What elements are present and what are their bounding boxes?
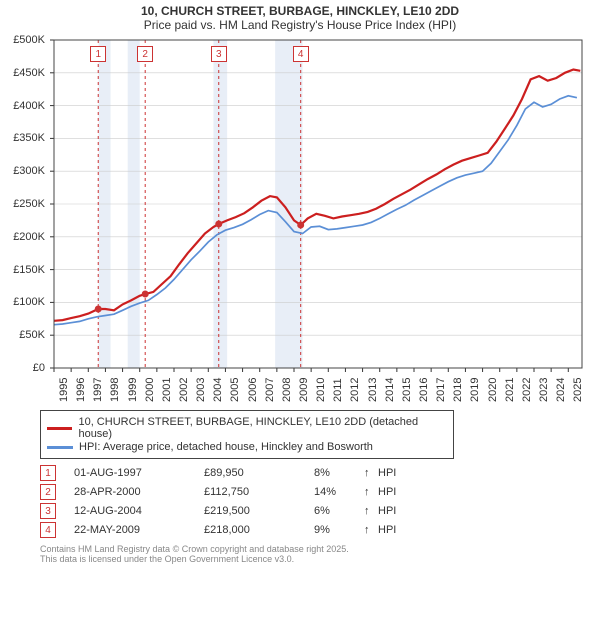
transaction-marker: 2 bbox=[40, 484, 56, 500]
footer-attribution: Contains HM Land Registry data © Crown c… bbox=[40, 544, 588, 564]
x-tick-label: 2018 bbox=[452, 378, 464, 402]
transaction-row: 1 01-AUG-1997£89,9508%↑HPI bbox=[40, 465, 588, 481]
transaction-note: HPI bbox=[378, 486, 408, 498]
x-tick-label: 2014 bbox=[384, 378, 396, 402]
chart-marker-label: 1 bbox=[90, 46, 106, 62]
transaction-date: 28-APR-2000 bbox=[74, 486, 204, 498]
x-tick-label: 1998 bbox=[109, 378, 121, 402]
x-tick-label: 2024 bbox=[555, 378, 567, 402]
y-tick-label: £500K bbox=[13, 34, 45, 46]
transaction-pct: 6% bbox=[314, 505, 364, 517]
transaction-pct: 9% bbox=[314, 524, 364, 536]
transaction-price: £112,750 bbox=[204, 486, 314, 498]
y-tick-label: £450K bbox=[13, 67, 45, 79]
x-tick-label: 2006 bbox=[247, 378, 259, 402]
x-tick-label: 2013 bbox=[367, 378, 379, 402]
arrow-up-icon: ↑ bbox=[364, 486, 378, 498]
x-tick-label: 2004 bbox=[212, 378, 224, 402]
transaction-price: £89,950 bbox=[204, 467, 314, 479]
title-line1: 10, CHURCH STREET, BURBAGE, HINCKLEY, LE… bbox=[0, 4, 600, 18]
arrow-up-icon: ↑ bbox=[364, 505, 378, 517]
y-tick-label: £150K bbox=[13, 264, 45, 276]
x-tick-label: 2023 bbox=[538, 378, 550, 402]
x-tick-label: 1997 bbox=[92, 378, 104, 402]
transaction-price: £218,000 bbox=[204, 524, 314, 536]
x-tick-label: 2007 bbox=[264, 378, 276, 402]
transaction-row: 3 12-AUG-2004£219,5006%↑HPI bbox=[40, 503, 588, 519]
x-tick-label: 2021 bbox=[504, 378, 516, 402]
legend-label: HPI: Average price, detached house, Hinc… bbox=[79, 441, 373, 453]
transaction-marker: 1 bbox=[40, 465, 56, 481]
x-tick-label: 2022 bbox=[521, 378, 533, 402]
footer-line2: This data is licensed under the Open Gov… bbox=[40, 554, 588, 564]
transaction-note: HPI bbox=[378, 467, 408, 479]
legend-swatch bbox=[47, 427, 72, 430]
x-tick-label: 2025 bbox=[572, 378, 584, 402]
x-tick-label: 2020 bbox=[487, 378, 499, 402]
transaction-date: 22-MAY-2009 bbox=[74, 524, 204, 536]
x-tick-label: 2010 bbox=[315, 378, 327, 402]
legend: 10, CHURCH STREET, BURBAGE, HINCKLEY, LE… bbox=[40, 410, 454, 459]
chart-marker-label: 2 bbox=[137, 46, 153, 62]
y-tick-label: £0 bbox=[33, 362, 45, 374]
transaction-date: 01-AUG-1997 bbox=[74, 467, 204, 479]
x-tick-label: 2005 bbox=[229, 378, 241, 402]
x-tick-label: 2002 bbox=[178, 378, 190, 402]
transaction-pct: 8% bbox=[314, 467, 364, 479]
transaction-date: 12-AUG-2004 bbox=[74, 505, 204, 517]
legend-label: 10, CHURCH STREET, BURBAGE, HINCKLEY, LE… bbox=[78, 416, 447, 440]
price-chart: £0 £50K £100K £150K £200K £250K £300K £350K £400… bbox=[10, 34, 590, 404]
x-tick-label: 1999 bbox=[127, 378, 139, 402]
transaction-row: 4 22-MAY-2009£218,0009%↑HPI bbox=[40, 522, 588, 538]
x-tick-label: 2017 bbox=[435, 378, 447, 402]
y-tick-label: £50K bbox=[19, 329, 45, 341]
transaction-pct: 14% bbox=[314, 486, 364, 498]
transaction-table: 101-AUG-1997£89,9508%↑HPI228-APR-2000£11… bbox=[40, 465, 588, 538]
title-line2: Price paid vs. HM Land Registry's House … bbox=[0, 18, 600, 32]
x-tick-label: 2012 bbox=[349, 378, 361, 402]
y-tick-label: £300K bbox=[13, 165, 45, 177]
chart-marker-label: 4 bbox=[293, 46, 309, 62]
transaction-note: HPI bbox=[378, 505, 408, 517]
legend-row: HPI: Average price, detached house, Hinc… bbox=[47, 441, 447, 453]
y-tick-label: £250K bbox=[13, 198, 45, 210]
y-tick-label: £100K bbox=[13, 296, 45, 308]
y-tick-label: £350K bbox=[13, 132, 45, 144]
footer-line1: Contains HM Land Registry data © Crown c… bbox=[40, 544, 588, 554]
legend-row: 10, CHURCH STREET, BURBAGE, HINCKLEY, LE… bbox=[47, 416, 447, 440]
x-tick-label: 2019 bbox=[469, 378, 481, 402]
x-tick-label: 1995 bbox=[58, 378, 70, 402]
chart-title-block: 10, CHURCH STREET, BURBAGE, HINCKLEY, LE… bbox=[0, 0, 600, 34]
x-tick-label: 2009 bbox=[298, 378, 310, 402]
x-tick-label: 2011 bbox=[332, 378, 344, 402]
arrow-up-icon: ↑ bbox=[364, 524, 378, 536]
arrow-up-icon: ↑ bbox=[364, 467, 378, 479]
x-tick-label: 2016 bbox=[418, 378, 430, 402]
x-tick-label: 2000 bbox=[144, 378, 156, 402]
x-tick-label: 1996 bbox=[75, 378, 87, 402]
x-tick-label: 2001 bbox=[161, 378, 173, 402]
y-tick-label: £200K bbox=[13, 231, 45, 243]
transaction-row: 2 28-APR-2000£112,75014%↑HPI bbox=[40, 484, 588, 500]
transaction-marker: 3 bbox=[40, 503, 56, 519]
y-tick-label: £400K bbox=[13, 100, 45, 112]
chart-marker-label: 3 bbox=[211, 46, 227, 62]
x-tick-label: 2008 bbox=[281, 378, 293, 402]
transaction-note: HPI bbox=[378, 524, 408, 536]
x-tick-label: 2015 bbox=[401, 378, 413, 402]
legend-swatch bbox=[47, 446, 73, 449]
x-tick-label: 2003 bbox=[195, 378, 207, 402]
transaction-price: £219,500 bbox=[204, 505, 314, 517]
transaction-marker: 4 bbox=[40, 522, 56, 538]
